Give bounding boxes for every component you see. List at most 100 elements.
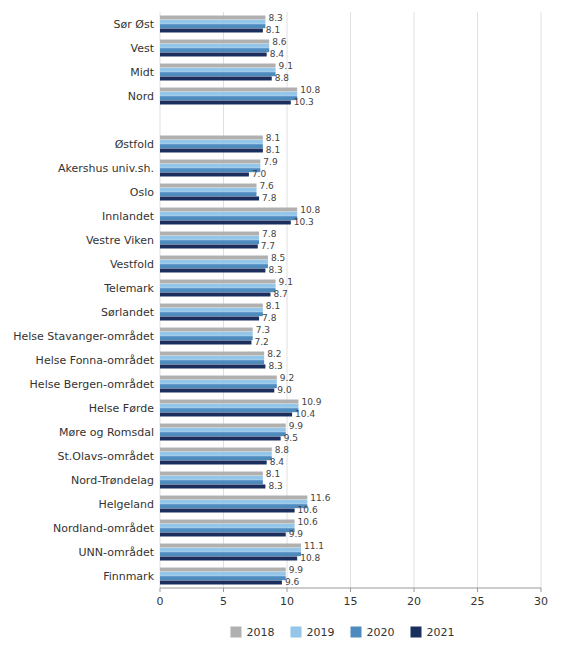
tick-label: 5 [220, 595, 227, 608]
bar [160, 240, 259, 244]
data-label: 7.3 [256, 325, 270, 335]
bar [160, 304, 263, 308]
tick-label: 10 [280, 595, 294, 608]
bar [160, 196, 259, 200]
category-label: St.Olavs-området [58, 450, 155, 463]
grid-line [414, 12, 415, 588]
legend-swatch [231, 627, 242, 638]
grid-line [477, 12, 478, 588]
tick-label: 25 [471, 595, 485, 608]
data-label: 9.9 [289, 529, 304, 539]
tick-mark [160, 588, 161, 592]
bar [160, 460, 267, 464]
tick-label: 0 [157, 595, 164, 608]
bar [160, 328, 253, 332]
bar [160, 384, 277, 388]
data-label: 7.6 [260, 181, 275, 191]
bar [160, 24, 265, 28]
bar [160, 212, 297, 216]
bar [160, 256, 268, 260]
bar [160, 20, 265, 24]
bar [160, 136, 263, 140]
data-label: 7.8 [262, 229, 277, 239]
data-label: 8.8 [275, 73, 290, 83]
chart-svg: 051015202530Sør ØstVestMidtNordØstfoldAk… [0, 0, 561, 660]
bar [160, 548, 301, 552]
tick-mark [223, 588, 224, 592]
bar [160, 280, 276, 284]
data-label: 10.3 [294, 97, 314, 107]
bar [160, 232, 259, 236]
bar [160, 140, 263, 144]
bar [160, 236, 259, 240]
category-label: Helse Fonna-området [36, 354, 155, 367]
x-axis-line [160, 588, 541, 589]
bar [160, 216, 297, 220]
bar [160, 360, 264, 364]
x-axis: 051015202530 [157, 588, 549, 608]
tick-label: 20 [407, 595, 421, 608]
bar [160, 100, 291, 104]
bar [160, 68, 276, 72]
category-label: Finnmark [103, 570, 155, 583]
category-label: Østfold [115, 138, 154, 151]
data-label: 9.9 [289, 421, 304, 431]
bar [160, 448, 272, 452]
legend-label: 2019 [307, 626, 335, 639]
bar [160, 376, 277, 380]
y-axis: Sør ØstVestMidtNordØstfoldAkershus univ.… [13, 18, 155, 583]
data-label: 9.1 [279, 277, 293, 287]
legend-swatch [291, 627, 302, 638]
category-label: Møre og Romsdal [59, 426, 154, 439]
data-label: 8.1 [266, 145, 280, 155]
bar [160, 220, 291, 224]
bar [160, 408, 298, 412]
bar [160, 552, 301, 556]
data-label: 10.9 [301, 397, 321, 407]
bar [160, 496, 307, 500]
bar [160, 96, 297, 100]
bar [160, 380, 277, 384]
data-label: 8.1 [266, 133, 280, 143]
bar [160, 260, 268, 264]
category-label: Telemark [103, 282, 154, 295]
data-label: 8.7 [273, 289, 287, 299]
data-label: 10.8 [300, 205, 320, 215]
bar [160, 188, 257, 192]
data-label: 8.1 [266, 469, 280, 479]
data-label: 8.3 [268, 265, 282, 275]
bar [160, 356, 264, 360]
bar [160, 244, 258, 248]
bar [160, 412, 292, 416]
bar [160, 52, 267, 56]
data-label: 8.3 [268, 361, 282, 371]
bar [160, 432, 286, 436]
data-label: 7.8 [262, 193, 277, 203]
tick-mark [541, 588, 542, 592]
legend-label: 2020 [367, 626, 395, 639]
bar [160, 532, 286, 536]
category-label: Sørlandet [101, 306, 155, 319]
bar [160, 400, 298, 404]
category-label: Nord-Trøndelag [71, 474, 154, 487]
data-label: 10.8 [300, 85, 320, 95]
category-label: Oslo [130, 186, 154, 199]
data-label: 7.2 [254, 337, 268, 347]
bar [160, 352, 264, 356]
bar [160, 500, 307, 504]
data-label: 8.3 [268, 481, 282, 491]
bar [160, 44, 269, 48]
bar [160, 364, 265, 368]
bars [160, 16, 307, 585]
bar [160, 192, 257, 196]
data-label: 11.1 [304, 541, 324, 551]
bar [160, 336, 253, 340]
bar [160, 92, 297, 96]
bar [160, 208, 297, 212]
bar [160, 528, 295, 532]
tick-mark [477, 588, 478, 592]
category-label: Helse Bergen-området [30, 378, 155, 391]
data-label: 8.5 [271, 253, 285, 263]
bar [160, 484, 265, 488]
bar [160, 64, 276, 68]
